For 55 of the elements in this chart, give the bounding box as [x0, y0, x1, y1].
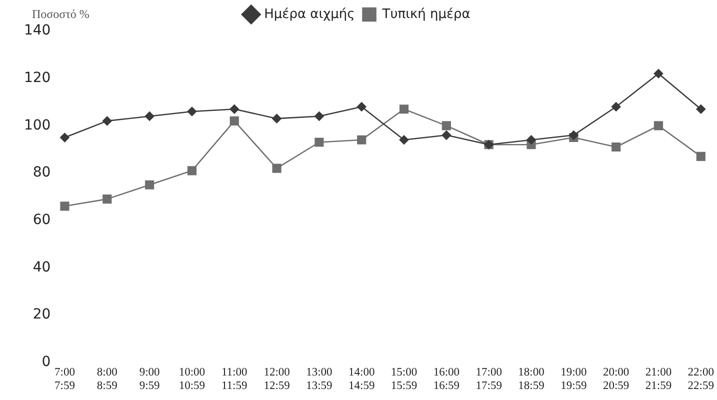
- point: [60, 132, 70, 142]
- x-tick-label: 15:00 15:59: [390, 366, 418, 392]
- point: [654, 68, 664, 78]
- x-tick-label: 7:00 7:59: [54, 366, 76, 392]
- point: [187, 166, 196, 176]
- point: [356, 102, 366, 112]
- point: [314, 112, 324, 121]
- point: [357, 135, 366, 144]
- point: [144, 112, 154, 121]
- point: [272, 164, 282, 173]
- x-tick-label: 19:00 19:59: [560, 366, 588, 392]
- legend-label: Ημέρα αιχμής: [264, 6, 355, 22]
- x-tick-label: 18:00 18:59: [518, 366, 545, 392]
- y-tick-label: 60: [32, 212, 51, 228]
- point: [145, 180, 154, 190]
- point: [526, 135, 536, 145]
- point: [442, 121, 451, 130]
- y-tick-label: 80: [32, 164, 51, 181]
- y-tick-label: 120: [24, 70, 51, 86]
- y-axis-title: Ποσοστό %: [32, 7, 90, 22]
- x-tick-label: 13:00 13:59: [306, 366, 333, 392]
- x-tick-label: 11:00 11:59: [221, 366, 248, 392]
- point: [272, 114, 282, 124]
- x-tick-label: 12:00 12:59: [264, 366, 290, 392]
- point: [399, 135, 409, 145]
- x-tick-label: 20:00 20:59: [602, 366, 630, 392]
- point: [654, 121, 664, 130]
- x-tick-label: 14:00 14:59: [348, 366, 375, 392]
- x-tick-label: 16:00 16:59: [433, 366, 460, 392]
- x-tick-label: 8:00 8:59: [96, 366, 118, 392]
- point: [102, 116, 112, 126]
- x-tick-label: 9:00 9:59: [139, 366, 160, 392]
- x-tick-label: 10:00 10:59: [178, 366, 206, 392]
- y-tick-label: 40: [32, 259, 51, 276]
- point: [60, 202, 70, 211]
- x-tick-label: 17:00 17:59: [476, 366, 502, 392]
- y-tick-label: 20: [32, 306, 51, 323]
- y-tick-label: 100: [24, 117, 51, 134]
- point: [399, 104, 409, 114]
- point: [612, 142, 621, 152]
- x-tick-label: 21:00 21:59: [645, 366, 672, 392]
- point: [102, 194, 112, 204]
- point: [696, 104, 706, 114]
- point: [611, 102, 621, 112]
- y-tick-label: 0: [42, 354, 51, 370]
- point: [187, 106, 197, 116]
- y-tick-label: 140: [24, 22, 51, 39]
- x-tick-label: 22:00 22:59: [688, 366, 714, 392]
- point: [569, 130, 578, 140]
- point: [442, 130, 452, 140]
- point: [696, 152, 706, 161]
- legend-label: Τυπική ημέρα: [381, 6, 470, 22]
- point: [230, 116, 239, 126]
- point: [230, 104, 240, 114]
- point: [314, 138, 324, 147]
